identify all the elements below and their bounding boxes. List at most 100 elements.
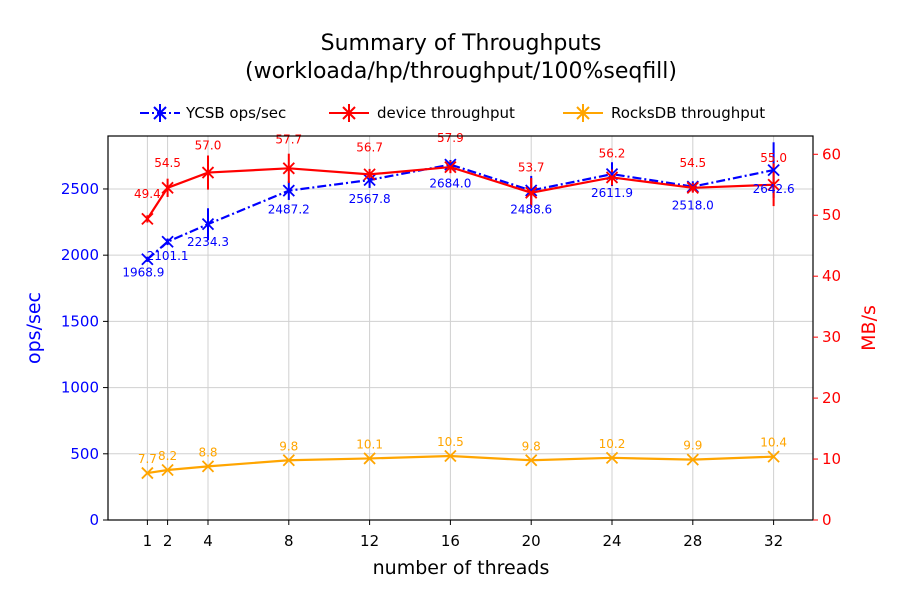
data-point-marker bbox=[767, 178, 780, 191]
data-label: 10.5 bbox=[437, 435, 464, 449]
legend-marker-rocksdb bbox=[576, 104, 590, 122]
data-label: 54.5 bbox=[154, 156, 181, 170]
data-point-marker bbox=[282, 162, 295, 175]
y-left-tick-label: 500 bbox=[70, 445, 99, 463]
data-label: 2487.2 bbox=[268, 203, 310, 217]
y-right-tick-label: 20 bbox=[822, 389, 841, 407]
x-tick-label: 12 bbox=[360, 532, 379, 550]
y-axis-label-right: MB/s bbox=[858, 305, 880, 351]
y-right-tick-label: 0 bbox=[822, 511, 832, 529]
data-label: 2101.1 bbox=[147, 249, 189, 263]
data-point-marker bbox=[161, 235, 174, 248]
legend-marker-device bbox=[342, 104, 356, 122]
chart-title-line1: Summary of Throughputs bbox=[321, 31, 602, 56]
data-label: 2488.6 bbox=[510, 202, 552, 216]
series-line-0 bbox=[146, 163, 774, 261]
axes: 1 2 4 8 12 16 20 24 28 32050010001500200025000102… bbox=[61, 145, 841, 550]
data-label: 57.9 bbox=[437, 131, 464, 145]
y-right-tick-label: 60 bbox=[822, 145, 841, 163]
data-label: 2518.0 bbox=[672, 199, 714, 213]
data-label: 10.4 bbox=[760, 436, 787, 450]
legend-label-ycsb: YCSB ops/sec bbox=[185, 104, 286, 122]
x-tick-label: 20 bbox=[522, 532, 541, 550]
data-label: 2611.9 bbox=[591, 186, 633, 200]
chart-title-line2: (workloada/hp/throughput/100%seqfill) bbox=[245, 59, 677, 84]
data-label: 2642.6 bbox=[753, 182, 795, 196]
y-axis-label-left: ops/sec bbox=[23, 292, 45, 364]
x-tick-label: 2 bbox=[163, 532, 173, 550]
y-left-tick-label: 2000 bbox=[61, 246, 99, 264]
data-point-marker bbox=[201, 166, 215, 179]
data-point-marker bbox=[201, 460, 215, 473]
legend-label-device: device throughput bbox=[377, 104, 515, 122]
y-right-tick-label: 10 bbox=[822, 450, 841, 468]
data-point-marker bbox=[282, 184, 295, 197]
data-label: 2567.8 bbox=[349, 192, 391, 206]
x-tick-label: 16 bbox=[441, 532, 460, 550]
data-point-marker bbox=[686, 181, 699, 194]
legend-marker-ycsb bbox=[153, 104, 167, 122]
x-tick-label: 32 bbox=[764, 532, 783, 550]
data-label: 49.4 bbox=[134, 187, 161, 201]
data-point-marker bbox=[767, 163, 780, 177]
data-label: 57.0 bbox=[195, 139, 222, 153]
data-label: 2234.3 bbox=[187, 235, 229, 249]
data-point-marker bbox=[525, 184, 538, 197]
legend-entry-ycsb: YCSB ops/sec bbox=[140, 104, 286, 122]
data-point-marker bbox=[363, 173, 376, 187]
data-point-marker bbox=[363, 168, 376, 181]
y-right-tick-label: 30 bbox=[822, 328, 841, 346]
legend-entry-device: device throughput bbox=[329, 104, 515, 122]
data-label: 56.7 bbox=[356, 140, 383, 154]
series-line-1 bbox=[146, 165, 774, 220]
data-label: 1968.9 bbox=[122, 265, 164, 279]
x-tick-label: 1 bbox=[143, 532, 153, 550]
plot-frame bbox=[107, 135, 814, 521]
series-line-2 bbox=[147, 454, 774, 475]
data-point-marker bbox=[444, 449, 457, 463]
x-tick-label: 8 bbox=[284, 532, 294, 550]
data-label: 10.1 bbox=[356, 437, 383, 451]
data-label: 55.0 bbox=[760, 151, 787, 165]
data-label: 56.2 bbox=[599, 146, 626, 160]
series-lines bbox=[141, 158, 780, 480]
x-axis-label: number of threads bbox=[373, 557, 550, 579]
data-point-marker bbox=[141, 466, 154, 480]
data-point-marker bbox=[141, 212, 154, 226]
data-label: 2684.0 bbox=[429, 177, 471, 191]
y-left-tick-label: 0 bbox=[89, 511, 99, 529]
data-point-marker bbox=[605, 451, 619, 464]
data-point-marker bbox=[363, 452, 376, 465]
legend-entry-rocksdb: RocksDB throughput bbox=[563, 104, 765, 122]
data-label: 7.7 bbox=[138, 452, 157, 466]
data-label: 57.7 bbox=[275, 132, 302, 146]
y-left-tick-label: 1500 bbox=[61, 312, 99, 330]
legend: YCSB ops/sec device throughput RocksDB t… bbox=[140, 104, 765, 122]
y-left-tick-label: 1000 bbox=[61, 379, 99, 397]
x-tick-label: 4 bbox=[203, 532, 213, 550]
data-point-marker bbox=[444, 160, 457, 174]
data-point-marker bbox=[161, 181, 174, 194]
data-point-marker bbox=[201, 218, 215, 231]
data-point-marker bbox=[767, 450, 780, 463]
data-point-marker bbox=[605, 171, 619, 184]
data-point-marker bbox=[161, 463, 174, 477]
grid-lines bbox=[108, 136, 813, 521]
data-label: 9.8 bbox=[279, 439, 298, 453]
y-right-tick-label: 50 bbox=[822, 206, 841, 224]
legend-label-rocksdb: RocksDB throughput bbox=[611, 104, 765, 122]
y-left-tick-label: 2500 bbox=[61, 180, 99, 198]
data-point-marker bbox=[525, 186, 538, 199]
y-right-tick-label: 40 bbox=[822, 267, 841, 285]
data-label: 9.8 bbox=[522, 439, 541, 453]
data-label: 10.2 bbox=[599, 437, 626, 451]
data-label: 8.2 bbox=[158, 449, 177, 463]
data-label: 9.9 bbox=[683, 439, 702, 453]
data-point-marker bbox=[686, 453, 699, 466]
data-label: 54.5 bbox=[679, 156, 706, 170]
data-point-marker bbox=[282, 454, 295, 467]
data-point-marker bbox=[525, 454, 538, 467]
x-tick-label: 28 bbox=[683, 532, 702, 550]
